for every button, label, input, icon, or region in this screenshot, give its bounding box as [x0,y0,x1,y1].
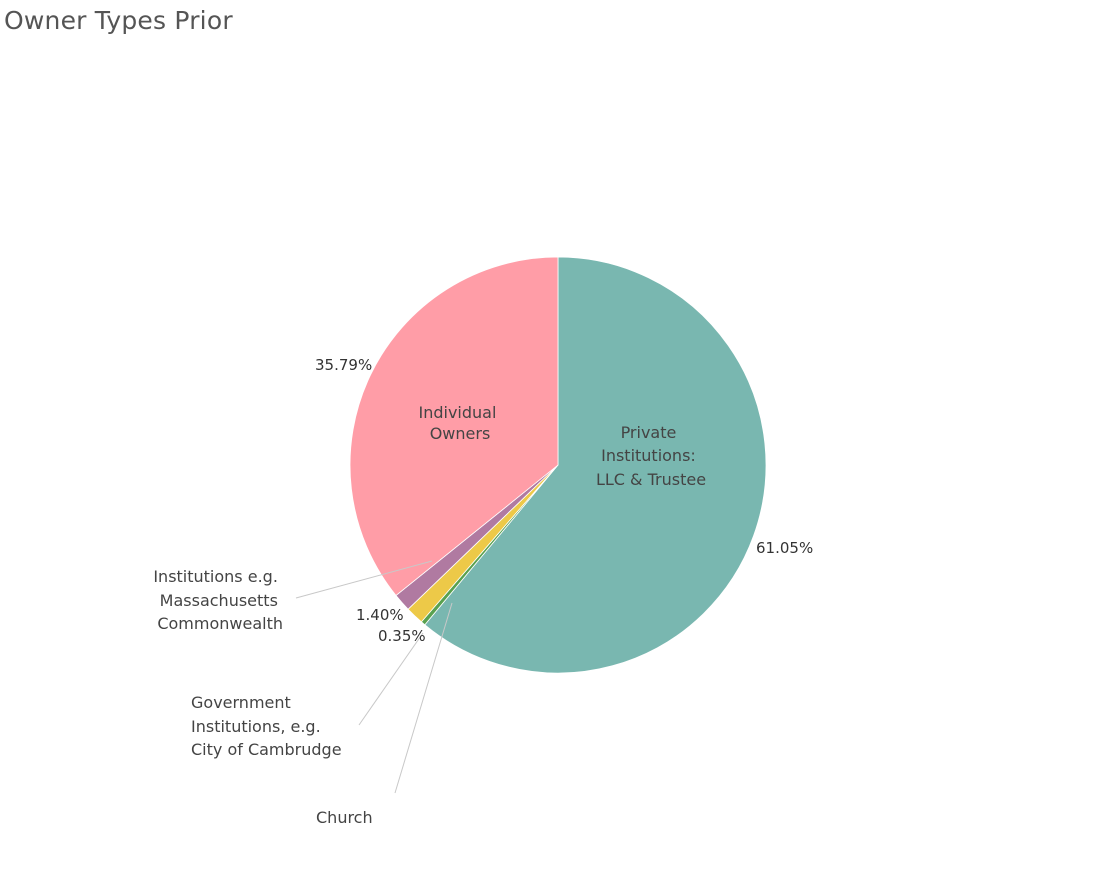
slice-percent-individual: 35.79% [315,356,372,374]
pie-slice-private[interactable] [424,256,767,674]
slice-percent-private: 61.05% [756,539,813,557]
pie-slices [349,256,767,674]
slice-label-private: Private Institutions: LLC & Trustee [596,423,706,489]
slice-percent-small: 0.35% [378,627,426,645]
slice-percent-massachusetts: 1.40% [356,606,404,624]
leader-line-church [394,602,453,794]
leader-line-massachusetts [295,560,433,599]
chart-title: Owner Types Prior [4,6,233,35]
slice-label-individual: Individual Owners [418,403,501,443]
slice-label-massachusetts: Institutions e.g. Massachusetts Commonwe… [153,567,283,633]
leader-lines [295,560,453,794]
leader-line-government [358,632,424,726]
slice-label-government: Government Institutions, e.g. City of Ca… [191,693,342,759]
pie-slice-individual[interactable] [349,256,559,597]
slice-label-church: Church [316,808,373,827]
